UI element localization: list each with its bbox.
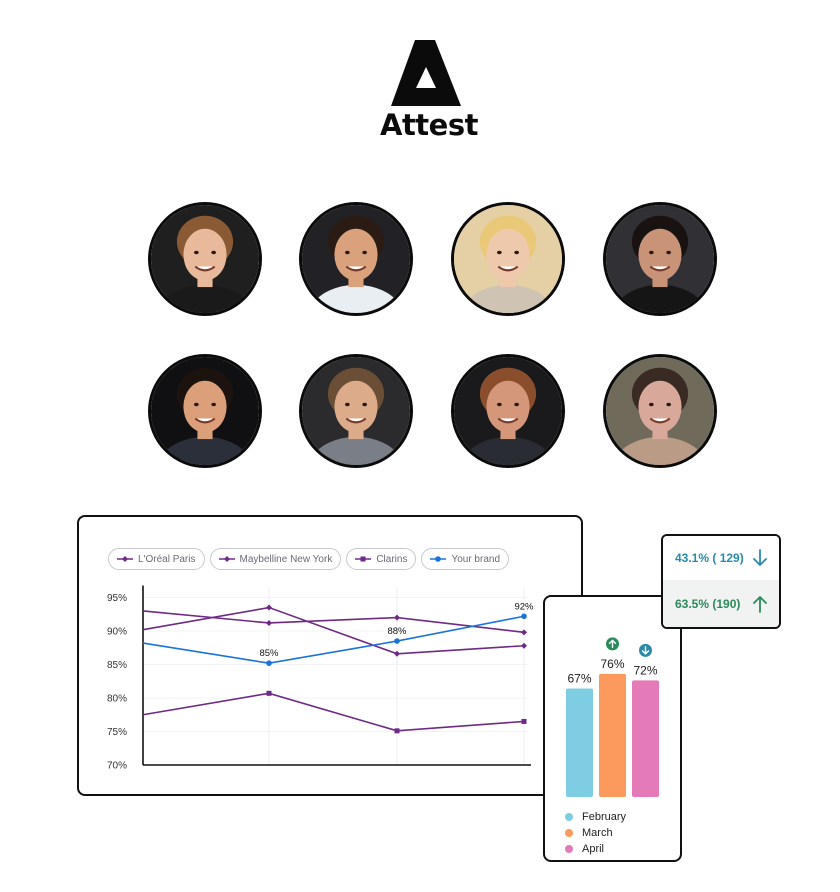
bar-value-label: 72% [633,663,657,677]
bar-chart-legend: February March April [565,809,626,857]
legend-dot-icon [565,845,573,853]
bar [632,680,659,797]
data-point [521,642,527,649]
avatar-portrait [606,205,714,313]
bar-legend-item: March [565,825,626,841]
avatar-portrait [151,205,259,313]
data-point [394,728,400,734]
y-tick-label: 95% [107,593,127,604]
bar-legend-item: February [565,809,626,825]
bar-chart: 67% 76% 72% [566,637,659,797]
avatar-portrait [302,205,410,313]
avatar-portrait [151,357,259,465]
legend-label: Clarins [376,553,408,565]
data-point [394,638,400,644]
line-chart-card: L'Oréal Paris Maybelline New York Clarins Y… [77,515,583,796]
delta-value: 63.5% (190) [675,596,741,611]
trend-arrow [641,646,650,655]
bar [599,673,626,797]
data-point [394,614,400,621]
legend-label: Maybelline New York [239,553,333,565]
trend-arrow [608,639,617,649]
bar-chart-card: 67% 76% 72% February March April [543,595,682,862]
data-point [266,660,272,666]
data-point [266,690,272,696]
avatar-portrait [454,205,562,313]
bar-value-label: 67% [567,671,591,685]
y-tick-label: 80% [107,694,127,705]
data-label: 92% [514,601,534,612]
line-chart-legend: L'Oréal Paris Maybelline New York Clarins Y… [108,548,510,570]
arrow-up-icon [753,595,767,613]
data-point [266,619,272,626]
legend-label: Your brand [451,553,501,565]
line-chart: 95% 90% 85% 80% 75% 70% 85% 88% 92% [107,585,534,772]
data-point [521,613,527,620]
attest-logo-mark [391,40,461,106]
delta-row-up: 63.5% (190) [663,580,779,627]
legend-marker-icon [355,556,372,562]
legend-label: April [582,843,605,855]
legend-pill[interactable]: Clarins [346,548,417,570]
series-line [142,615,525,664]
data-label: 88% [387,626,407,637]
legend-dot-icon [565,813,573,821]
delta-row-down: 43.1% ( 129) [663,536,779,580]
series-line [142,692,525,732]
avatar [299,354,413,468]
bar-value-label: 76% [600,657,624,671]
legend-pill[interactable]: Maybelline New York [209,548,342,570]
series-line [142,606,525,655]
data-label: 85% [259,648,279,659]
avatar [148,202,262,316]
avatar [451,202,565,316]
avatar [148,354,262,468]
delta-card: 43.1% ( 129) 63.5% (190) [661,534,781,629]
avatar [603,202,717,316]
legend-marker-icon [117,556,133,562]
data-point [394,650,400,657]
avatar [451,354,565,468]
y-tick-label: 90% [107,627,127,638]
legend-pill[interactable]: L'Oréal Paris [108,548,205,570]
delta-value: 43.1% ( 129) [675,551,744,565]
legend-marker-icon [218,556,235,562]
avatar [603,354,717,468]
bar [566,688,593,797]
avatar [299,202,413,316]
avatar-portrait [606,357,714,465]
legend-pill[interactable]: Your brand [421,548,510,570]
data-point [521,629,527,636]
legend-label: February [582,811,627,823]
arrow-down-icon [753,549,767,566]
legend-label: L'Oréal Paris [138,553,196,565]
y-tick-label: 85% [107,660,127,671]
series-line [142,610,525,634]
legend-marker-icon [430,556,447,562]
y-tick-label: 75% [107,727,127,738]
data-point [266,604,272,611]
avatar-portrait [454,357,562,465]
y-tick-label: 70% [107,761,127,772]
attest-logo: Attest [380,40,478,142]
bar-legend-item: April [565,841,626,857]
legend-dot-icon [565,829,573,837]
avatar-portrait [302,357,410,465]
legend-label: March [582,827,613,839]
data-point [521,718,527,724]
brand-name: Attest [380,108,478,142]
